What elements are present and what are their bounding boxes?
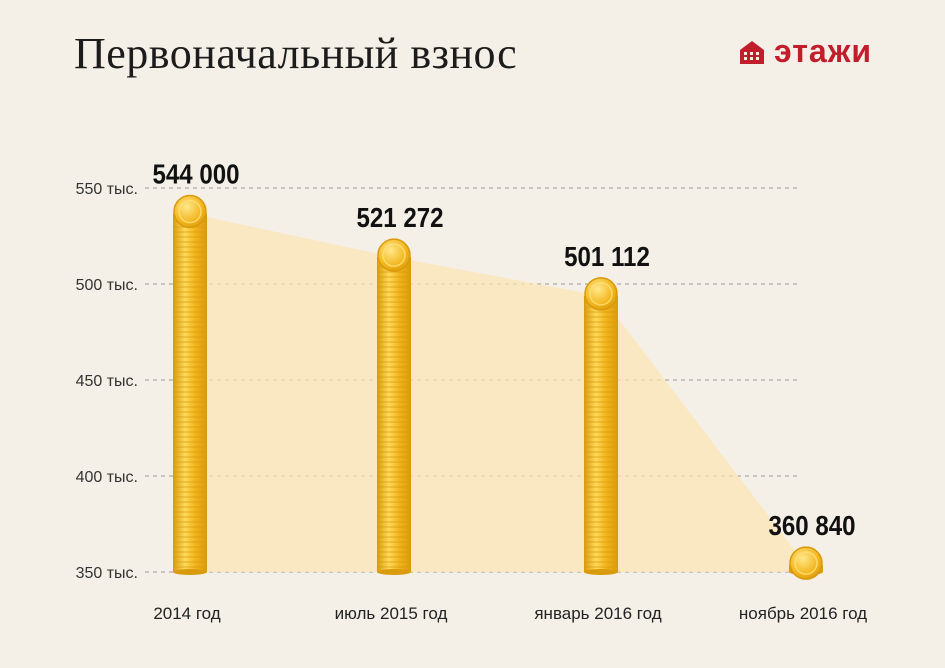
coin-stack-bar xyxy=(789,546,823,580)
value-label: 544 000 xyxy=(152,158,239,190)
coin-stack-bar xyxy=(377,238,411,575)
value-label: 521 272 xyxy=(356,201,443,233)
trend-area xyxy=(190,213,806,572)
chart-title: Первоначальный взнос xyxy=(74,29,518,78)
x-category-label: ноябрь 2016 год xyxy=(739,604,867,623)
coin-stack-bar xyxy=(173,194,207,575)
coin-stack-bar xyxy=(584,277,618,575)
y-tick-label: 400 тыс. xyxy=(76,469,138,486)
value-label: 360 840 xyxy=(768,509,855,541)
y-tick-label: 550 тыс. xyxy=(76,181,138,198)
logo-text: этажи xyxy=(774,33,873,69)
x-category-label: июль 2015 год xyxy=(335,604,448,623)
brand-logo: этажи xyxy=(738,34,872,68)
y-tick-label: 500 тыс. xyxy=(76,277,138,294)
y-tick-label: 450 тыс. xyxy=(76,373,138,390)
building-logo-icon xyxy=(740,41,764,64)
x-category-label: январь 2016 год xyxy=(534,604,661,623)
value-label: 501 112 xyxy=(564,240,650,272)
x-category-label: 2014 год xyxy=(153,604,220,623)
y-tick-label: 350 тыс. xyxy=(76,565,138,582)
